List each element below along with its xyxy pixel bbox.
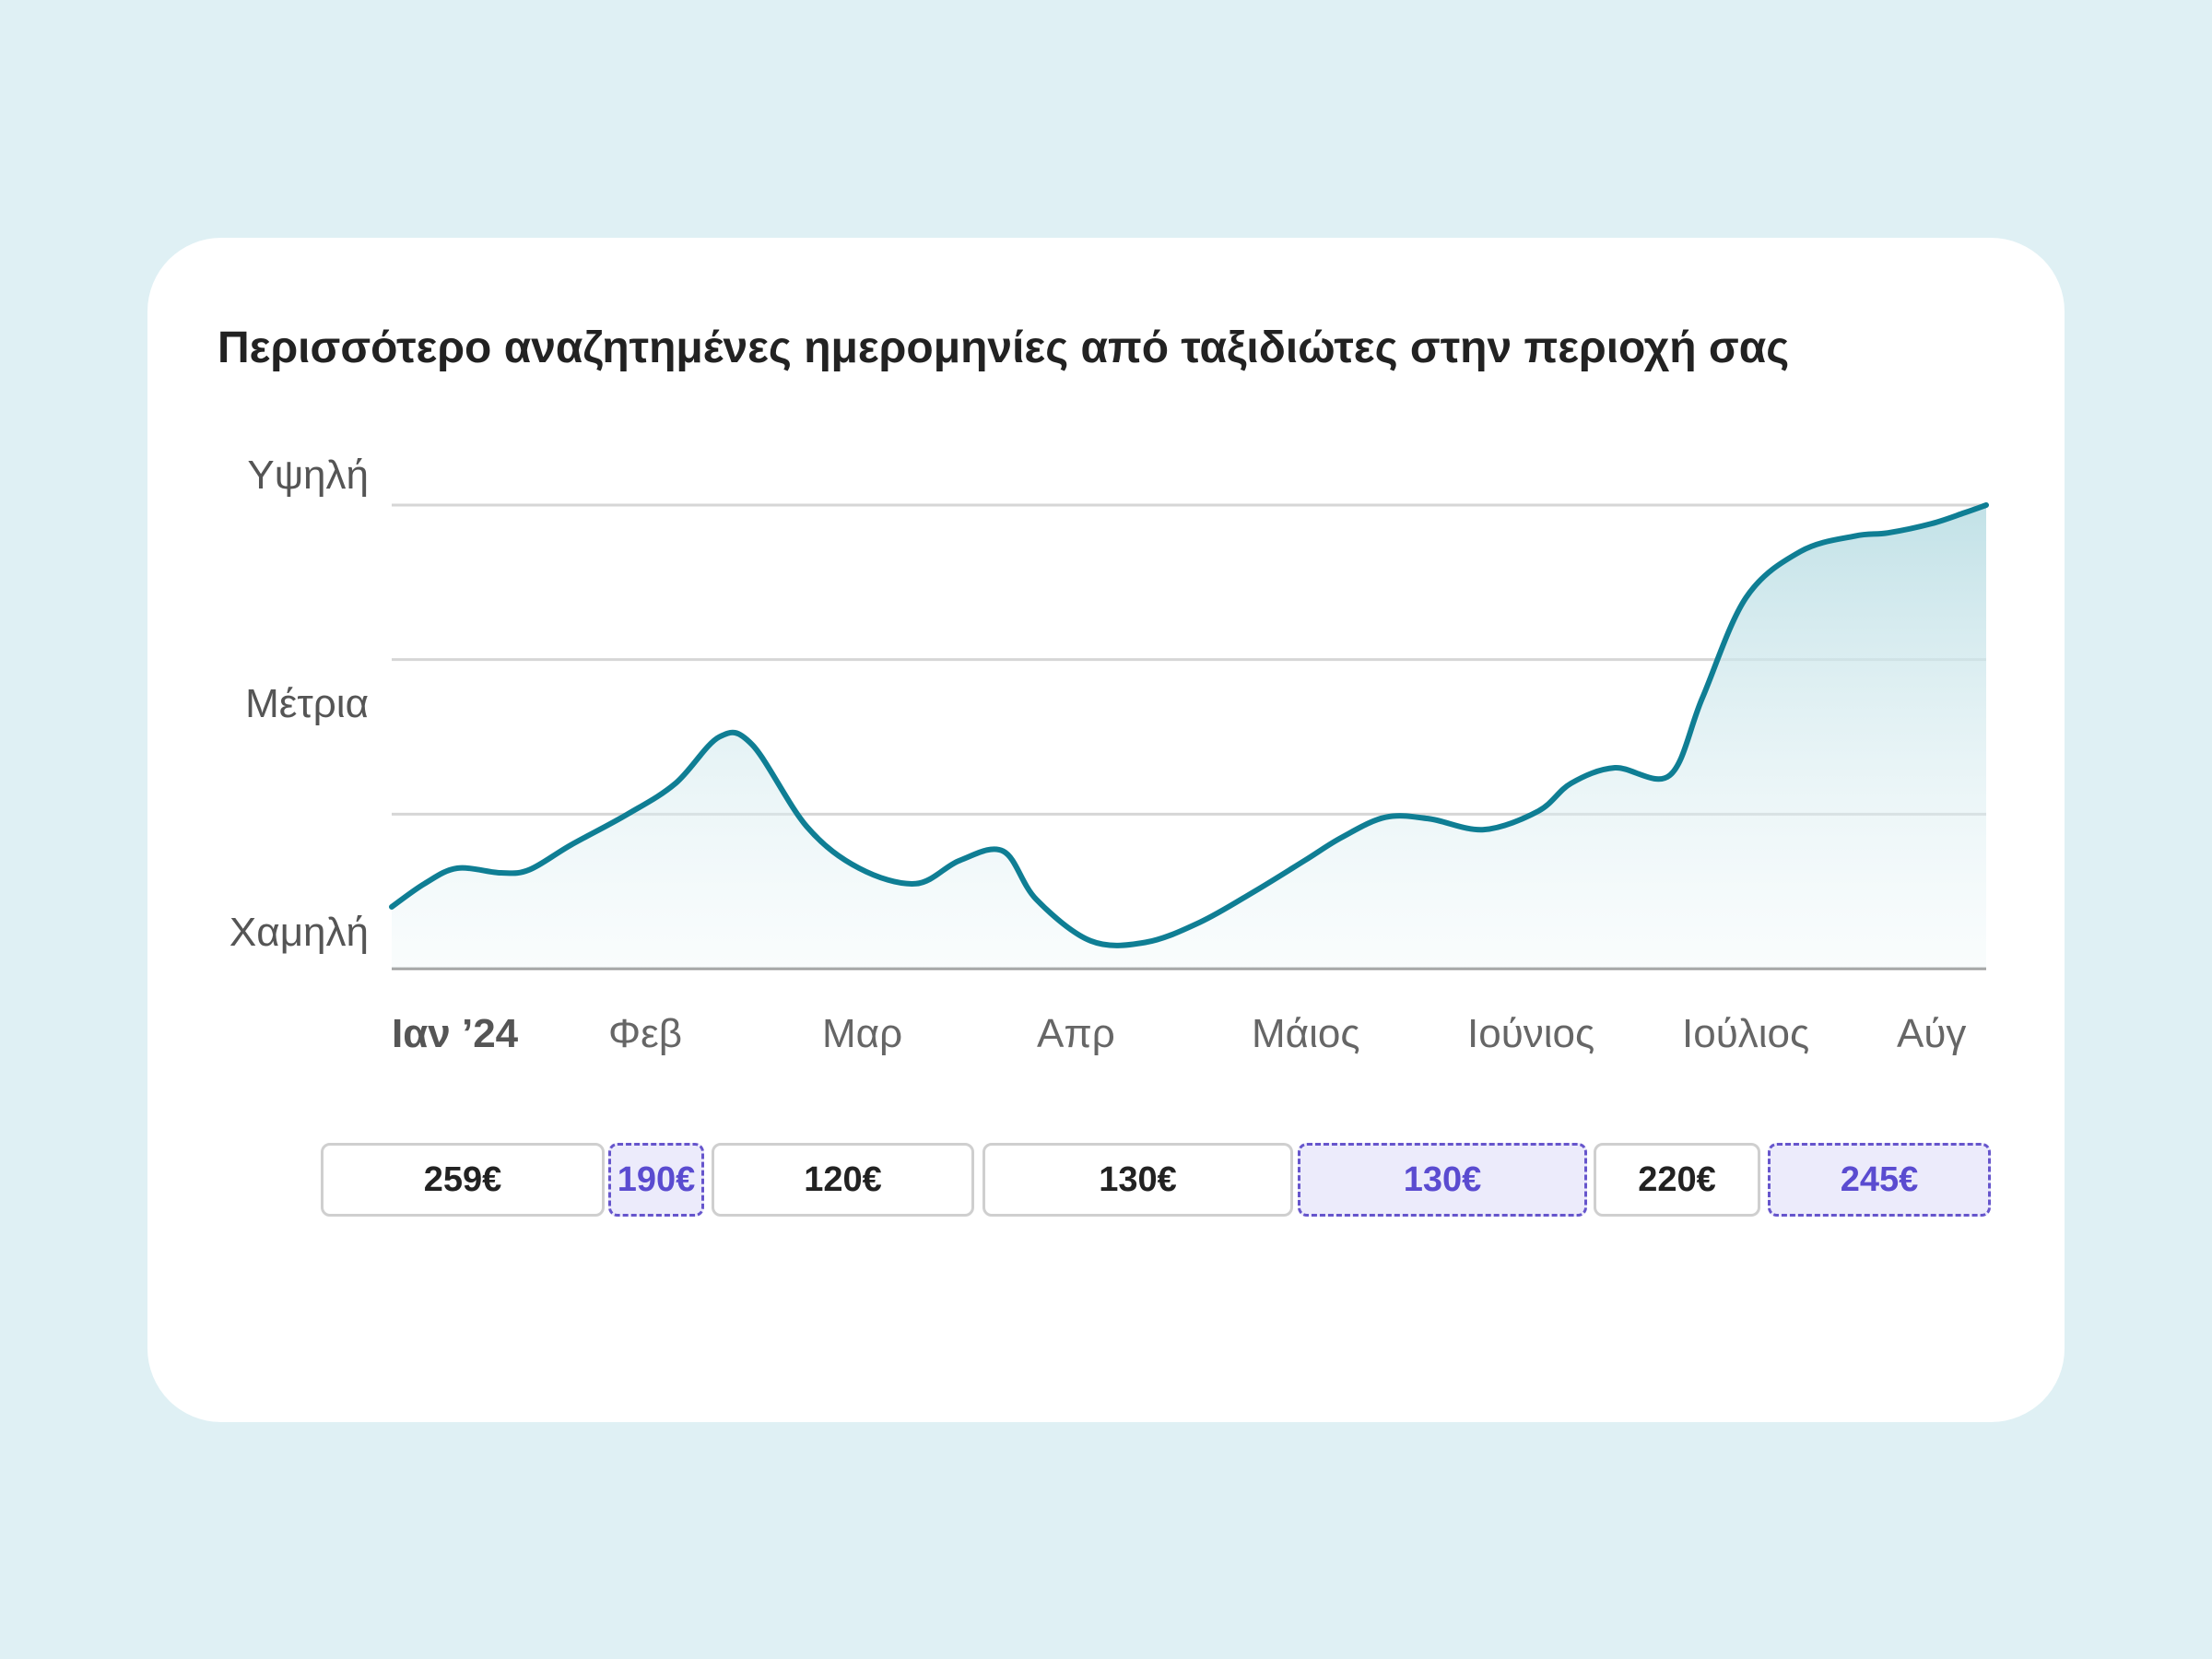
y-tick-label: Χαμηλή — [229, 910, 369, 955]
series-area — [392, 505, 1986, 969]
y-tick-label: Υψηλή — [247, 453, 369, 498]
series-line — [389, 502, 1989, 948]
x-tick-label: Μαρ — [822, 1011, 902, 1056]
x-tick-label: Ιούνιος — [1467, 1011, 1594, 1056]
x-axis-labels: Ιαν ’24 Φεβ Μαρ Απρ Μάιος Ιούνιος Ιούλιος Αύγ — [392, 1011, 1966, 1056]
y-tick-label: Μέτρια — [245, 681, 369, 726]
y-axis-labels: Υψηλή Μέτρια Χαμηλή — [229, 453, 369, 955]
chart-card: Περισσότερο αναζητημένες ημερομηνίες από… — [147, 238, 2065, 1422]
x-tick-label: Φεβ — [608, 1011, 682, 1056]
chart-title: Περισσότερο αναζητημένες ημερομηνίες από… — [218, 324, 1790, 372]
x-tick-label: Απρ — [1037, 1011, 1115, 1056]
x-tick-label: Ιούλιος — [1682, 1011, 1809, 1056]
x-tick-label: Ιαν ’24 — [392, 1011, 519, 1056]
x-tick-label: Αύγ — [1897, 1011, 1966, 1056]
x-tick-label: Μάιος — [1252, 1011, 1360, 1056]
